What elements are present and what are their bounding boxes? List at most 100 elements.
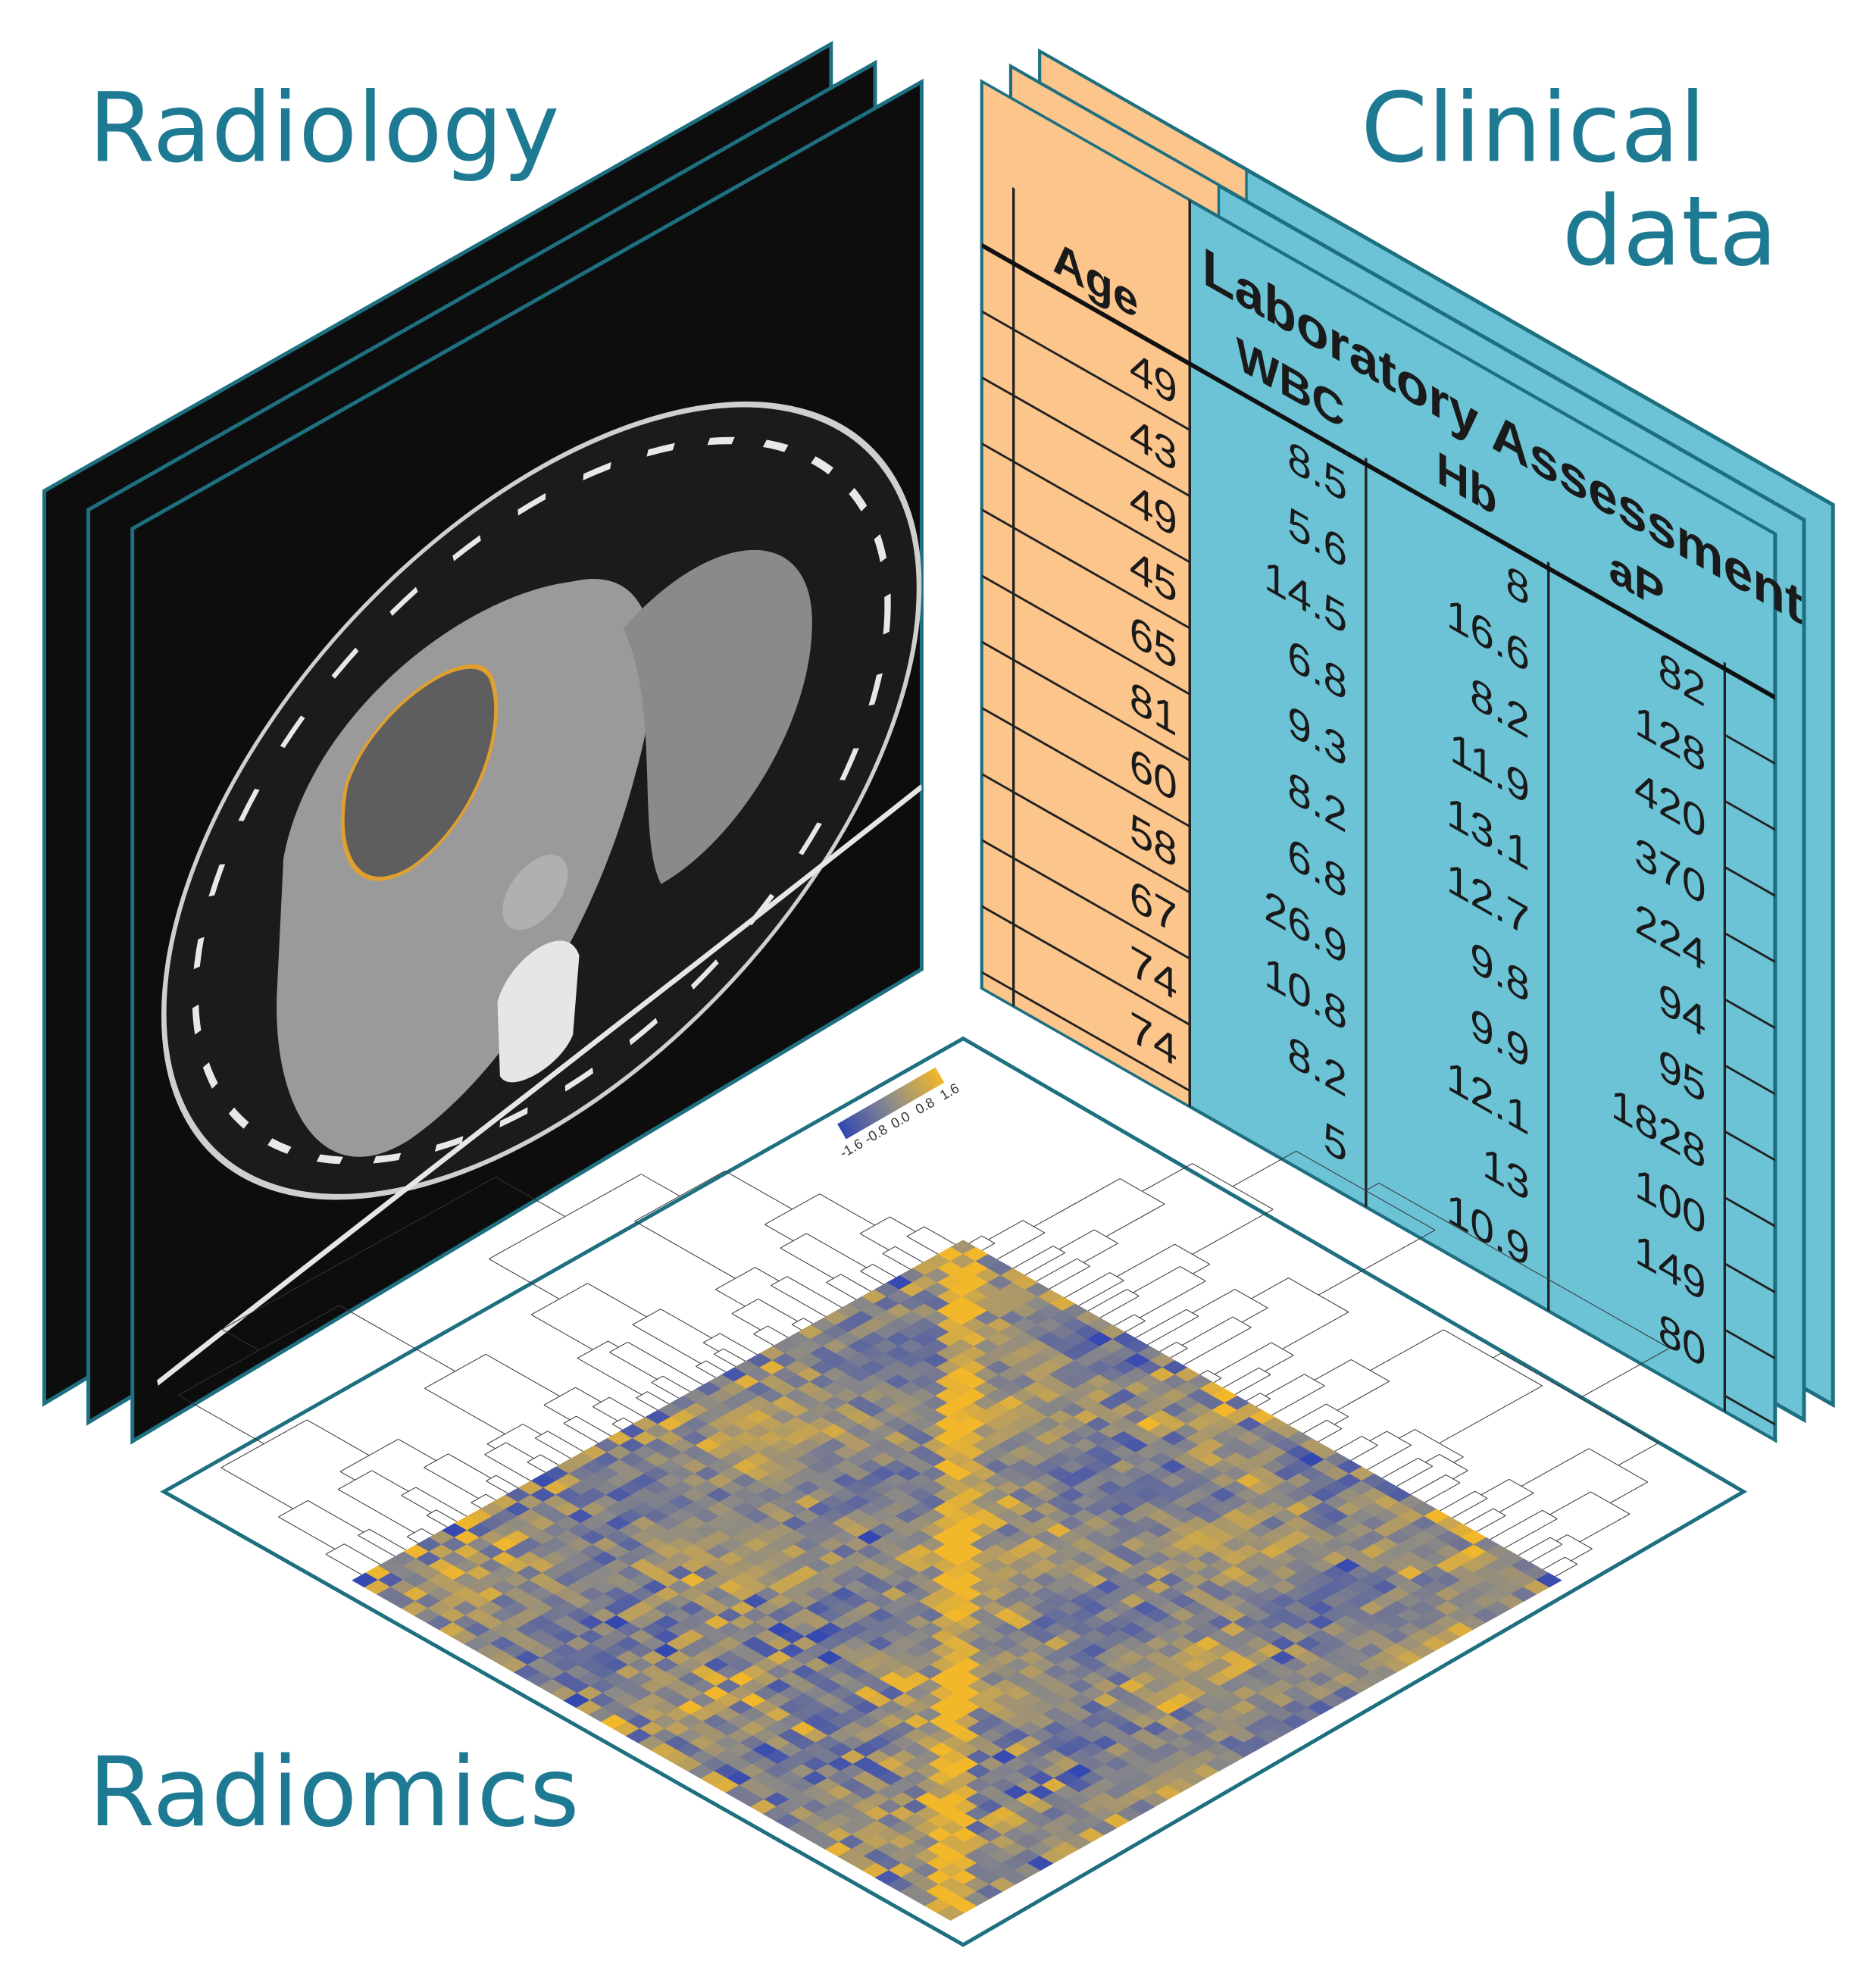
dendrogram-line: [635, 1221, 736, 1279]
dendrogram-line: [278, 1500, 308, 1517]
dendrogram-line: [1059, 1230, 1094, 1249]
dendrogram-line: [1136, 1309, 1187, 1337]
liver: [277, 578, 654, 1157]
dendrogram-line: [1505, 1518, 1557, 1547]
dendrogram-line: [358, 1535, 396, 1556]
heatmap-cell: [501, 1657, 529, 1673]
heatmap-cell: [588, 1707, 616, 1723]
heatmap-cell: [650, 1742, 678, 1759]
dendrogram-line: [661, 1309, 711, 1338]
dendrogram-line: [486, 1475, 496, 1481]
dendrogram-line: [340, 1471, 355, 1480]
dendrogram-line: [407, 1537, 418, 1543]
dendrogram-line: [486, 1494, 496, 1500]
dendrogram-line: [338, 1490, 414, 1533]
radiology-stack: [42, 40, 924, 1445]
dendrogram-line: [535, 1431, 547, 1438]
dendrogram-line: [696, 1361, 706, 1366]
dendrogram-line: [753, 1334, 774, 1346]
dendrogram-line: [826, 1274, 840, 1283]
dendrogram-line: [1550, 1492, 1591, 1515]
row-rule: [982, 508, 1190, 630]
dendrogram-line: [609, 1397, 644, 1417]
dendrogram-line: [1443, 1330, 1542, 1386]
dendrogram-line: [755, 1268, 780, 1281]
heatmap-cell: [750, 1799, 778, 1815]
dendrogram-line: [1362, 1437, 1377, 1446]
clinical-stack: Age Laboratory Assessment WBC Hb aP 4943…: [980, 48, 1835, 1443]
clinical-label: Clinical: [1361, 73, 1706, 184]
row-rule: [1724, 1064, 1775, 1096]
dendrogram-line: [471, 1503, 481, 1509]
dendrogram-line: [1187, 1309, 1199, 1316]
dendrogram-line: [1531, 1544, 1562, 1562]
dendrogram-line: [485, 1443, 506, 1455]
dendrogram-line: [1477, 1515, 1505, 1531]
heatmap-cell: [513, 1665, 541, 1681]
dendrogram-line: [612, 1418, 624, 1424]
heatmap-cell: [352, 1572, 380, 1588]
dendrogram-line: [1110, 1273, 1124, 1281]
dendrogram-line: [1580, 1348, 1669, 1398]
heatmap-cell: [426, 1615, 454, 1631]
dendrogram-line: [609, 1342, 627, 1352]
dendrogram-line: [725, 1171, 793, 1209]
dendrogram-line: [1465, 1509, 1493, 1524]
dendrogram-line: [506, 1443, 534, 1459]
tumor-outline: [340, 664, 499, 881]
dendrogram-line: [1148, 1316, 1199, 1344]
row-rule: [982, 376, 1190, 498]
heatmap-cell: [551, 1686, 579, 1702]
dendrogram-line: [278, 1517, 335, 1549]
dendrogram-line: [792, 1324, 802, 1330]
dendrogram-line: [1439, 1386, 1542, 1443]
dendrogram-line: [1125, 1321, 1145, 1332]
dendrogram-line: [548, 1431, 583, 1452]
dendrogram-line: [806, 1234, 866, 1268]
dendrogram-line: [1036, 1259, 1077, 1281]
dendrogram-line: [982, 1236, 995, 1243]
dendrogram-line: [489, 1174, 641, 1259]
dendrogram-line: [768, 1326, 788, 1337]
dendrogram-line: [1580, 1514, 1630, 1542]
dendrogram-line: [627, 1342, 702, 1384]
dendrogram-line: [1259, 1368, 1271, 1374]
row-rule: [982, 773, 1190, 894]
dendrogram-line: [221, 1468, 293, 1509]
heatmap-cell: [837, 1849, 865, 1865]
dendrogram-line: [652, 1383, 679, 1399]
heatmap-cell: [824, 1841, 852, 1857]
dendrogram-line: [1115, 1315, 1134, 1326]
dendrogram-line: [609, 1352, 657, 1380]
row-rule: [982, 839, 1190, 960]
dendrogram-line: [1368, 1445, 1412, 1469]
dendrogram-line: [1242, 1308, 1268, 1322]
dendrogram-line: [1543, 1510, 1558, 1518]
dendrogram-line: [471, 1494, 486, 1503]
aorta: [502, 855, 568, 930]
dendrogram-line: [1550, 1537, 1562, 1544]
heatmap-cell: [526, 1671, 554, 1687]
dendrogram-line: [633, 1324, 701, 1363]
dendrogram-line: [1411, 1474, 1446, 1494]
heatmap-cell: [936, 1905, 965, 1922]
dendrogram-line: [771, 1286, 826, 1317]
dendrogram-line: [636, 1398, 658, 1410]
dendrogram-line: [715, 1290, 745, 1306]
dendrogram-line: [178, 1306, 339, 1395]
dendrogram-line: [222, 1177, 496, 1329]
dendrogram-line: [1425, 1483, 1460, 1503]
heatmap-cell: [377, 1587, 404, 1603]
dendrogram-line: [485, 1455, 531, 1481]
dendrogram-line: [1088, 1290, 1127, 1312]
row-rule: [982, 905, 1190, 1027]
dendrogram-line: [535, 1438, 571, 1459]
dendrogram-line: [633, 1309, 661, 1325]
dendrogram-line: [1454, 1457, 1464, 1462]
dendrogram-line: [1418, 1458, 1433, 1466]
heatmap-cell: [364, 1579, 392, 1596]
dendrogram-line: [1296, 1151, 1435, 1230]
dendrogram-line: [407, 1528, 421, 1537]
dendrogram-line: [1379, 1183, 1669, 1348]
dendrogram-line: [1260, 1393, 1270, 1399]
